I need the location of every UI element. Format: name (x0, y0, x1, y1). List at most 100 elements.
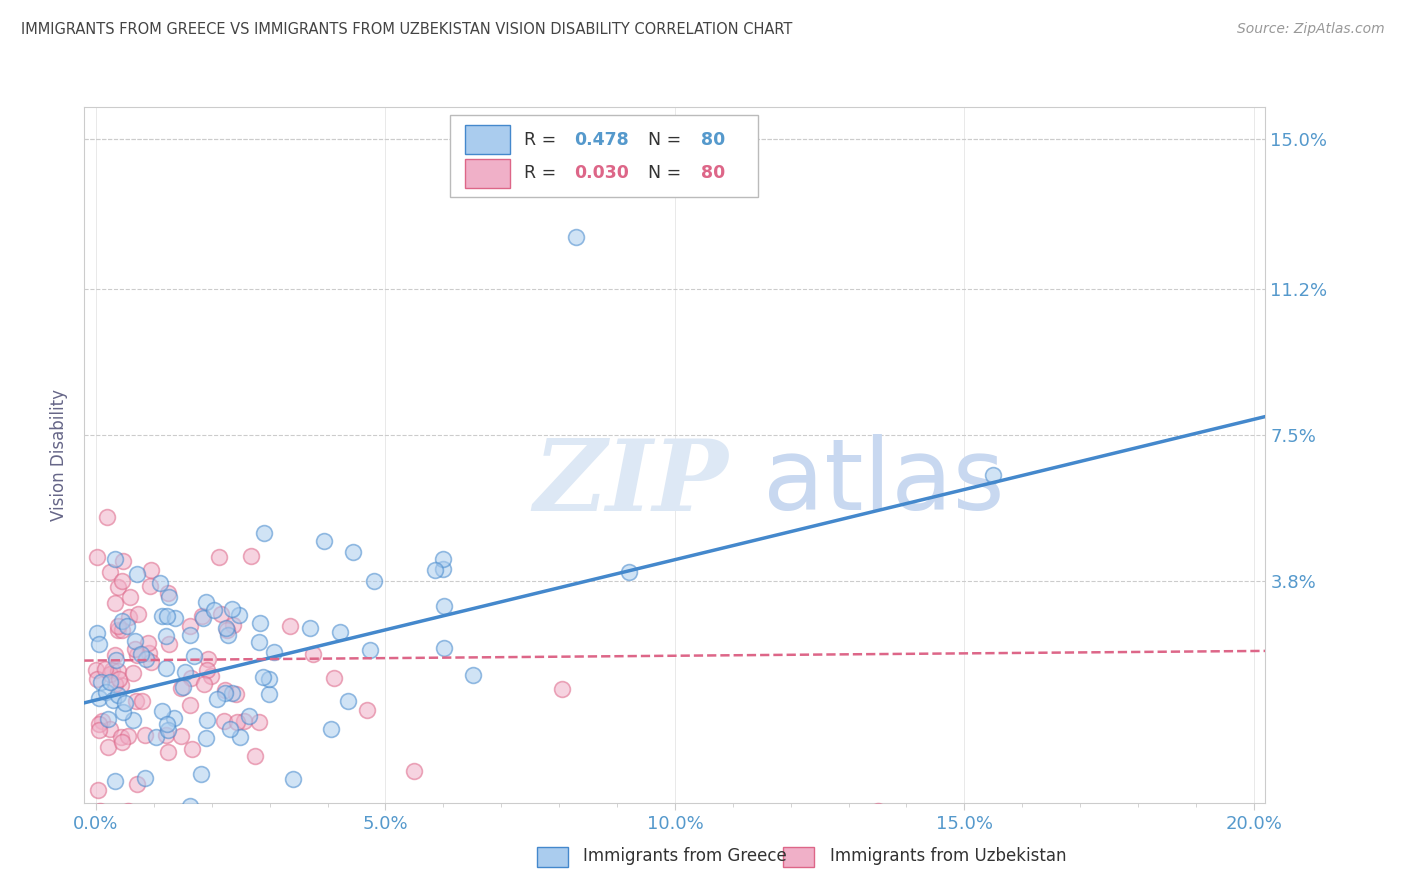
Point (180, 671, 202, 685)
Point (423, 563, 446, 577)
Text: R =: R = (523, 131, 561, 149)
Point (101, 663, 124, 677)
Point (281, 772, 304, 786)
Point (138, 646, 160, 660)
Bar (464, 125, 509, 154)
Point (170, 730, 193, 744)
Point (127, 607, 149, 622)
Point (145, 730, 167, 744)
Point (404, 764, 426, 779)
Point (463, 667, 485, 681)
Point (156, 745, 179, 759)
Text: IMMIGRANTS FROM GREECE VS IMMIGRANTS FROM UZBEKISTAN VISION DISABILITY CORRELATI: IMMIGRANTS FROM GREECE VS IMMIGRANTS FRO… (21, 22, 793, 37)
Point (101, 692, 124, 706)
Point (432, 562, 454, 576)
Point (87, 783, 110, 797)
Point (110, 730, 132, 744)
Point (238, 709, 260, 723)
Point (107, 623, 129, 637)
Point (111, 614, 134, 628)
Point (104, 551, 127, 566)
Point (301, 648, 323, 662)
Point (86, 549, 108, 564)
Point (217, 624, 239, 638)
Point (104, 677, 127, 691)
Point (314, 533, 336, 548)
Point (155, 661, 177, 675)
Point (222, 618, 245, 632)
Point (356, 703, 378, 717)
Point (278, 619, 301, 633)
Point (114, 696, 136, 710)
Point (157, 590, 180, 604)
Point (135, 652, 157, 666)
Point (115, 619, 138, 633)
Point (247, 635, 270, 649)
Point (212, 714, 235, 728)
Point (195, 663, 218, 677)
Point (124, 634, 146, 648)
Point (225, 687, 247, 701)
Bar (464, 159, 509, 187)
Point (263, 644, 285, 658)
Point (195, 731, 218, 745)
Point (118, 609, 141, 624)
Point (129, 647, 152, 661)
Text: Source: ZipAtlas.com: Source: ZipAtlas.com (1237, 22, 1385, 37)
Text: 80: 80 (700, 164, 725, 182)
Point (433, 599, 456, 613)
Point (342, 545, 364, 559)
Point (104, 648, 127, 662)
Point (86, 625, 108, 640)
Point (257, 673, 280, 687)
Point (97, 739, 120, 754)
Point (122, 666, 145, 681)
Point (124, 641, 146, 656)
Text: Immigrants from Greece: Immigrants from Greece (583, 847, 787, 865)
Point (84, 663, 107, 677)
Point (98, 667, 121, 681)
Point (104, 596, 127, 610)
Point (87, 723, 110, 737)
Point (215, 621, 238, 635)
Point (107, 672, 129, 686)
Point (157, 723, 180, 737)
Point (107, 581, 129, 595)
Point (866, 804, 889, 818)
Point (214, 683, 236, 698)
Point (209, 607, 232, 622)
Point (179, 799, 201, 814)
Point (180, 742, 202, 756)
Point (619, 566, 641, 580)
Point (107, 688, 129, 702)
Point (551, 682, 574, 697)
Point (96, 510, 118, 524)
Point (257, 687, 280, 701)
Point (156, 609, 179, 624)
Point (90, 674, 112, 689)
Point (127, 648, 149, 663)
Text: Immigrants from Uzbekistan: Immigrants from Uzbekistan (830, 847, 1066, 865)
Point (97, 712, 120, 726)
Point (319, 722, 342, 736)
Point (112, 554, 135, 568)
Point (208, 549, 231, 564)
Point (86, 672, 108, 686)
Point (200, 669, 222, 683)
Point (170, 681, 193, 695)
Point (139, 655, 162, 669)
Point (323, 672, 346, 686)
Point (195, 595, 218, 609)
Point (240, 549, 263, 563)
Point (117, 729, 139, 743)
Point (195, 713, 218, 727)
Point (110, 678, 132, 692)
Point (149, 576, 172, 591)
Point (191, 611, 214, 625)
Point (191, 609, 214, 624)
Point (179, 619, 201, 633)
Point (111, 705, 134, 719)
Point (249, 616, 271, 631)
Point (337, 694, 360, 708)
Point (363, 574, 385, 589)
